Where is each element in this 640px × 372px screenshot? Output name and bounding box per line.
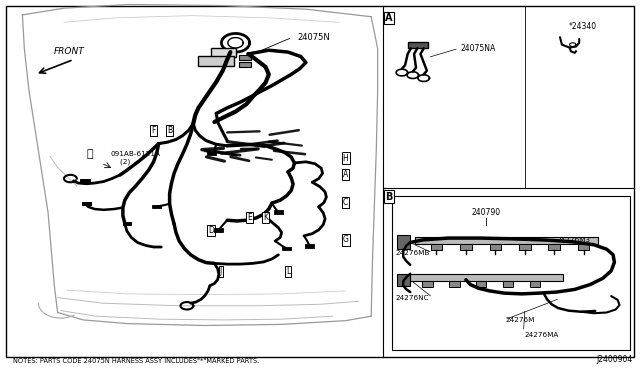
Bar [476, 281, 486, 287]
Text: E: E [247, 213, 252, 222]
Bar [415, 237, 598, 244]
Bar [449, 281, 460, 287]
Text: L: L [286, 267, 290, 276]
Text: 24276M3: 24276M3 [557, 237, 591, 243]
Bar [431, 244, 442, 250]
Text: NOTES: PARTS CODE 24075N HARNESS ASSY INCLUDES"*"MARKED PARTS.: NOTES: PARTS CODE 24075N HARNESS ASSY IN… [13, 358, 259, 364]
Bar [207, 151, 216, 155]
Bar [548, 244, 560, 250]
Bar [274, 210, 283, 214]
Bar [490, 244, 501, 250]
Text: 24276NC: 24276NC [396, 295, 429, 301]
Bar [214, 228, 223, 232]
Text: FRONT: FRONT [54, 47, 84, 56]
Bar [397, 235, 410, 249]
Text: J2400904: J2400904 [596, 355, 632, 364]
Text: H: H [343, 154, 348, 163]
Bar [239, 62, 251, 67]
Bar [305, 244, 314, 248]
Bar [422, 281, 433, 287]
Bar [392, 196, 630, 350]
Bar [198, 56, 234, 66]
Bar [408, 42, 428, 48]
Bar [211, 48, 236, 57]
Text: 24075NA: 24075NA [461, 44, 496, 53]
Text: 24276MB: 24276MB [396, 250, 430, 256]
Bar [80, 179, 90, 183]
Bar [578, 244, 589, 250]
Bar [410, 274, 563, 281]
Bar [282, 247, 291, 250]
Bar [503, 281, 513, 287]
Text: *24340: *24340 [568, 22, 596, 31]
Bar [397, 274, 410, 286]
Text: F: F [152, 126, 156, 135]
Text: B: B [385, 192, 393, 202]
Text: Ⓑ: Ⓑ [86, 150, 93, 159]
Bar [519, 244, 531, 250]
Text: 24075N: 24075N [298, 33, 330, 42]
Bar [82, 202, 91, 205]
Bar [123, 222, 131, 225]
Text: C: C [343, 198, 348, 207]
Text: A: A [343, 170, 348, 179]
Bar [460, 244, 472, 250]
Text: 24276MA: 24276MA [525, 332, 559, 338]
Text: D: D [208, 226, 214, 235]
Bar [239, 55, 251, 60]
Text: G: G [342, 235, 349, 244]
Text: 091AB-6121A
    (2): 091AB-6121A (2) [111, 151, 161, 165]
Text: J: J [220, 267, 222, 276]
Text: K: K [263, 213, 268, 222]
Bar [530, 281, 540, 287]
Bar [152, 205, 161, 208]
Text: 24276M: 24276M [506, 317, 535, 323]
Text: A: A [385, 13, 393, 23]
Text: 240790: 240790 [472, 208, 501, 217]
Text: B: B [167, 126, 172, 135]
